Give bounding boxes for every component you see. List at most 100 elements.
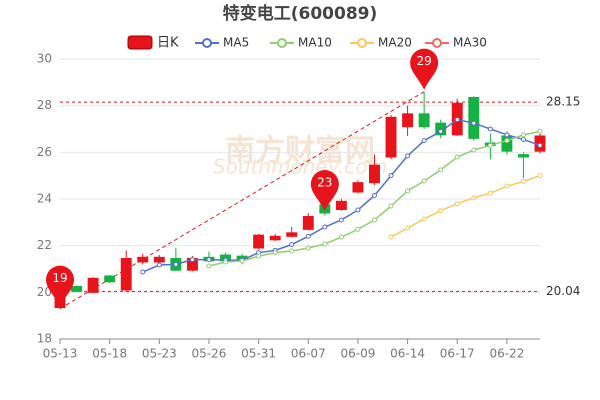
mark-label: 19 [52,271,67,285]
x-tick-label: 06-14 [390,347,425,361]
y-tick-label: 30 [37,52,52,66]
ma-point [338,217,344,223]
ma-point [520,137,526,142]
candle-body [104,275,116,283]
ma-point [471,195,477,201]
ma-point [289,248,295,254]
x-tick-label: 05-31 [241,347,276,361]
ma-point [189,257,195,263]
ma-point [140,269,146,275]
ma-point [322,224,328,230]
candle-body [71,286,83,292]
y-tick-label: 28 [37,98,52,112]
ma-point [504,138,510,144]
candle-body [385,116,397,158]
ma-point [504,183,510,189]
x-tick-label: 06-09 [340,347,375,361]
ma-point [454,201,460,207]
candle-body [87,277,99,293]
watermark: Southmoney.com [213,155,387,179]
chart-title: 特变电工(600089) [223,3,378,24]
candle-body [468,97,480,139]
ma-point [520,132,526,138]
candle-body [120,258,132,291]
ma-point [322,241,328,247]
y-tick-label: 24 [37,192,52,206]
ma-point [487,190,493,196]
ma-point [305,233,311,239]
mark-label: 23 [317,176,332,190]
ma-point [355,207,361,213]
ma-point [206,257,212,263]
legend-icon [277,38,287,48]
candle-body [517,154,529,158]
ma-point [405,225,411,231]
legend-label: MA10 [298,36,332,50]
ma-point [388,203,394,209]
x-tick-label: 05-13 [43,347,78,361]
x-tick-label: 06-07 [291,347,326,361]
ma-point [438,167,444,173]
ma-point [487,142,493,148]
candle-body [302,216,314,230]
legend-label: MA30 [453,36,487,50]
mark-label: 29 [416,54,431,68]
ma-point [504,132,510,138]
ma-point [371,193,377,198]
ma-point [355,226,361,232]
ma-point [421,178,427,184]
y-tick-label: 18 [37,332,52,346]
ma-point [471,120,477,126]
ref-label: 28.15 [546,95,580,109]
ma-point [487,126,493,132]
ma-point [438,128,444,134]
candle-body [352,182,364,193]
ref-label: 20.04 [546,284,580,298]
ma-point [388,173,394,179]
candle-body [137,256,149,263]
legend-label: 日K [157,36,179,51]
ma-point [173,261,179,267]
y-tick-label: 20 [37,285,52,299]
candle-body [269,235,281,241]
ma-line [390,174,541,238]
ma-point [405,153,411,159]
x-tick-label: 05-23 [142,347,177,361]
candle-body [253,234,265,249]
x-tick-label: 06-22 [489,347,524,361]
ma-point [256,253,262,259]
ma-point [289,242,295,247]
mark-pin [46,265,74,307]
ma-point [223,259,229,265]
ma-point [405,188,411,194]
ma-point [471,147,477,153]
ma-point [454,117,460,123]
candle-body [369,164,380,184]
ma-point [371,217,377,223]
ma-point [272,250,278,256]
legend-icon [432,38,442,48]
candle-body [402,113,414,128]
candle-body [418,113,430,128]
legend-icon [127,35,153,50]
legend-icon [357,38,367,48]
candle-body [335,200,347,210]
ma-point [305,245,311,251]
ma-point [156,262,162,268]
ma-point [239,258,245,264]
ma-point [421,138,427,144]
ma-point [537,128,543,134]
candle-body [153,256,165,263]
x-tick-label: 05-18 [92,347,127,361]
mark-pin [310,170,339,211]
ma-point [421,216,427,222]
ma-point [388,234,394,240]
ma-point [206,263,212,269]
ma-point [537,173,543,179]
ma-point [537,142,543,148]
ma-point [438,208,444,214]
ma-point [454,154,460,160]
trend-line [59,91,425,310]
y-tick-label: 22 [37,238,52,252]
